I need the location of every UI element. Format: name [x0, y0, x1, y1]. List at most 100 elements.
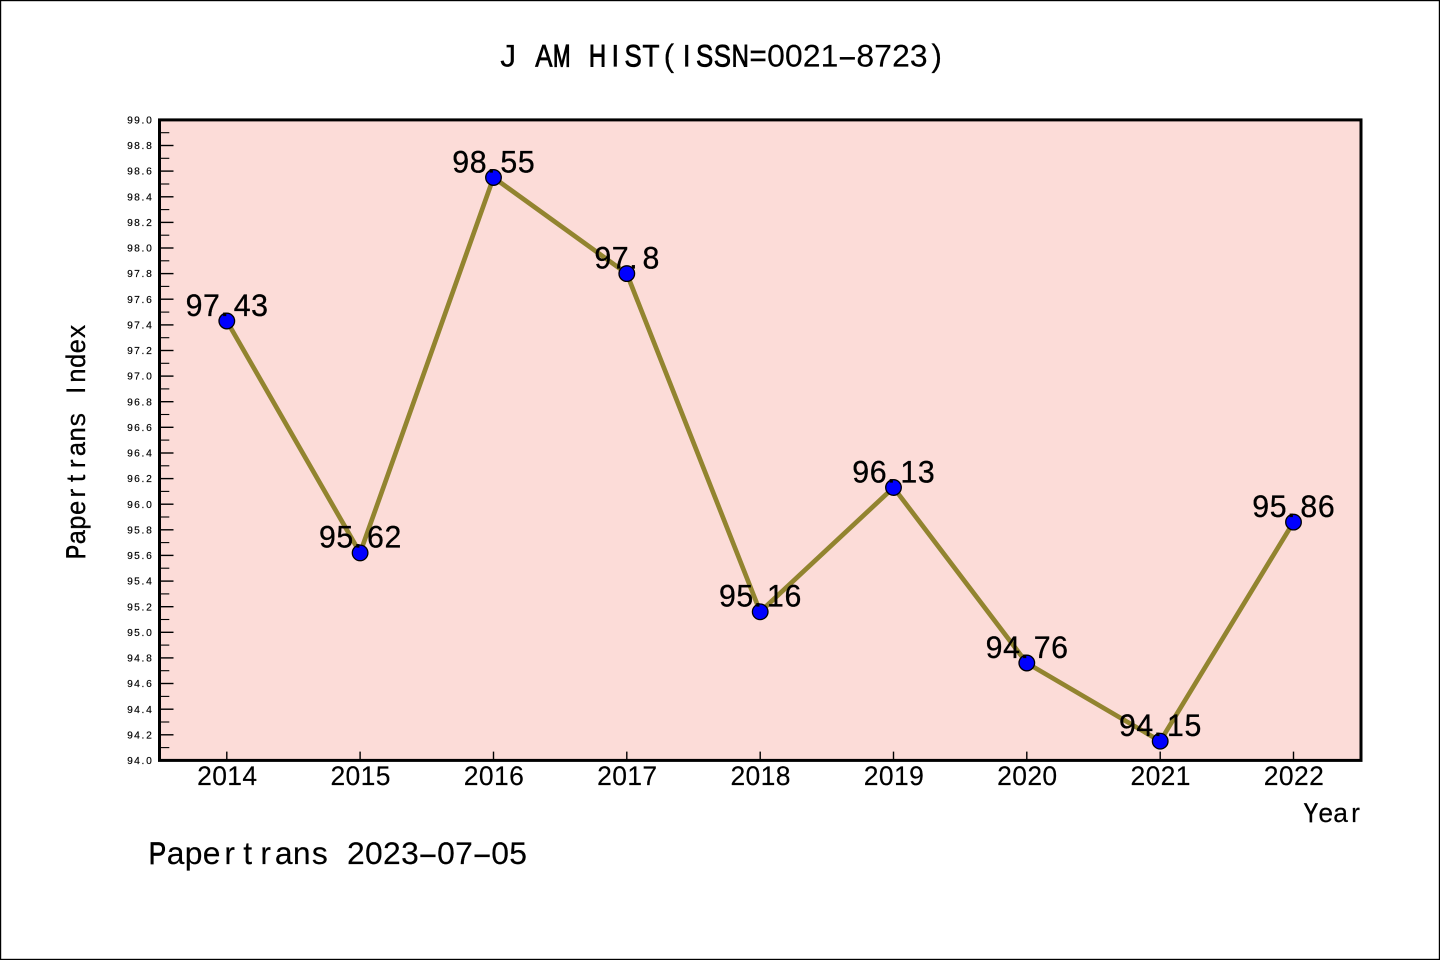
svg-text:5: 5	[134, 602, 140, 613]
svg-text:2: 2	[1027, 761, 1042, 791]
svg-text:6: 6	[134, 474, 140, 485]
svg-text:5: 5	[500, 143, 517, 179]
svg-text:.: .	[142, 525, 145, 536]
svg-text:.: .	[142, 346, 145, 357]
svg-text:5: 5	[134, 628, 140, 639]
svg-text:a: a	[61, 442, 91, 456]
svg-text:9: 9	[127, 192, 133, 203]
svg-text:2: 2	[464, 761, 479, 791]
svg-text:9: 9	[127, 730, 133, 741]
svg-text:J: J	[500, 38, 516, 74]
svg-text:.: .	[1154, 707, 1163, 743]
svg-text:.: .	[354, 519, 363, 555]
svg-text:6: 6	[367, 519, 384, 555]
svg-text:.: .	[487, 143, 496, 179]
svg-text:9: 9	[852, 453, 869, 489]
svg-text:9: 9	[127, 525, 133, 536]
svg-text:.: .	[142, 116, 145, 127]
svg-text:8: 8	[642, 239, 659, 275]
svg-text:0: 0	[146, 500, 152, 511]
svg-text:.: .	[142, 192, 145, 203]
svg-text:.: .	[1287, 488, 1296, 524]
svg-text:0: 0	[146, 116, 152, 127]
svg-text:6: 6	[1318, 488, 1335, 524]
svg-text:8: 8	[134, 218, 140, 229]
svg-text:e: e	[1318, 798, 1333, 828]
svg-text:0: 0	[346, 761, 361, 791]
svg-text:I: I	[61, 387, 91, 394]
svg-text:8: 8	[146, 269, 152, 280]
svg-text:6: 6	[146, 679, 152, 690]
svg-text:7: 7	[134, 320, 140, 331]
svg-text:5: 5	[736, 578, 753, 614]
svg-text:r: r	[61, 459, 91, 468]
svg-text:6: 6	[146, 551, 152, 562]
svg-text:1: 1	[494, 761, 509, 791]
svg-text:1: 1	[894, 761, 909, 791]
svg-text:9: 9	[127, 244, 133, 255]
svg-text:5: 5	[518, 143, 535, 179]
svg-text:4: 4	[1003, 629, 1020, 665]
svg-text:2: 2	[330, 761, 345, 791]
svg-text:1: 1	[227, 761, 242, 791]
svg-text:=: =	[750, 38, 767, 74]
svg-text:3: 3	[910, 38, 928, 74]
svg-text:4: 4	[146, 449, 152, 460]
svg-text:e: e	[61, 501, 91, 515]
svg-text:4: 4	[134, 654, 140, 665]
svg-text:.: .	[142, 730, 145, 741]
svg-text:5: 5	[509, 835, 527, 871]
svg-text:n: n	[61, 369, 91, 383]
svg-text:.: .	[142, 397, 145, 408]
svg-text:6: 6	[785, 578, 802, 614]
svg-text:8: 8	[134, 244, 140, 255]
svg-text:9: 9	[134, 116, 140, 127]
svg-text:0: 0	[1279, 761, 1294, 791]
svg-text:.: .	[887, 453, 896, 489]
svg-text:3: 3	[401, 835, 419, 871]
svg-text:0: 0	[479, 761, 494, 791]
svg-text:r: r	[1351, 798, 1360, 828]
svg-text:.: .	[142, 320, 145, 331]
svg-text:8: 8	[146, 654, 152, 665]
svg-text:3: 3	[251, 287, 268, 323]
svg-text:2: 2	[146, 730, 152, 741]
svg-text:8: 8	[134, 192, 140, 203]
svg-text:N: N	[732, 38, 749, 74]
svg-text:.: .	[142, 295, 145, 306]
svg-text:1: 1	[627, 761, 642, 791]
svg-text:8: 8	[134, 167, 140, 178]
svg-text:7: 7	[134, 295, 140, 306]
svg-text:a: a	[61, 530, 91, 544]
svg-text:9: 9	[127, 141, 133, 152]
svg-text:0: 0	[437, 835, 455, 871]
svg-text:4: 4	[1136, 707, 1153, 743]
svg-text:0: 0	[146, 628, 152, 639]
svg-text:5: 5	[1185, 707, 1202, 743]
svg-text:9: 9	[127, 167, 133, 178]
svg-text:9: 9	[127, 474, 133, 485]
svg-text:0: 0	[746, 761, 761, 791]
svg-text:2: 2	[730, 761, 745, 791]
svg-text:S: S	[714, 38, 731, 74]
svg-text:9: 9	[127, 654, 133, 665]
svg-text:t: t	[61, 474, 91, 482]
svg-text:8: 8	[146, 525, 152, 536]
svg-text:1: 1	[821, 38, 839, 74]
svg-text:0: 0	[146, 244, 152, 255]
svg-text:9: 9	[986, 629, 1003, 665]
svg-text:9: 9	[127, 679, 133, 690]
svg-text:5: 5	[336, 519, 353, 555]
svg-text:9: 9	[127, 756, 133, 767]
svg-text:t: t	[243, 835, 252, 871]
svg-text:a: a	[275, 835, 293, 871]
svg-text:9: 9	[127, 320, 133, 331]
svg-text:8: 8	[856, 38, 874, 74]
svg-text:.: .	[1020, 629, 1029, 665]
svg-text:3: 3	[918, 453, 935, 489]
svg-text:5: 5	[1270, 488, 1287, 524]
svg-text:9: 9	[127, 423, 133, 434]
svg-text:5: 5	[134, 525, 140, 536]
svg-text:.: .	[142, 705, 145, 716]
svg-text:4: 4	[242, 761, 257, 791]
